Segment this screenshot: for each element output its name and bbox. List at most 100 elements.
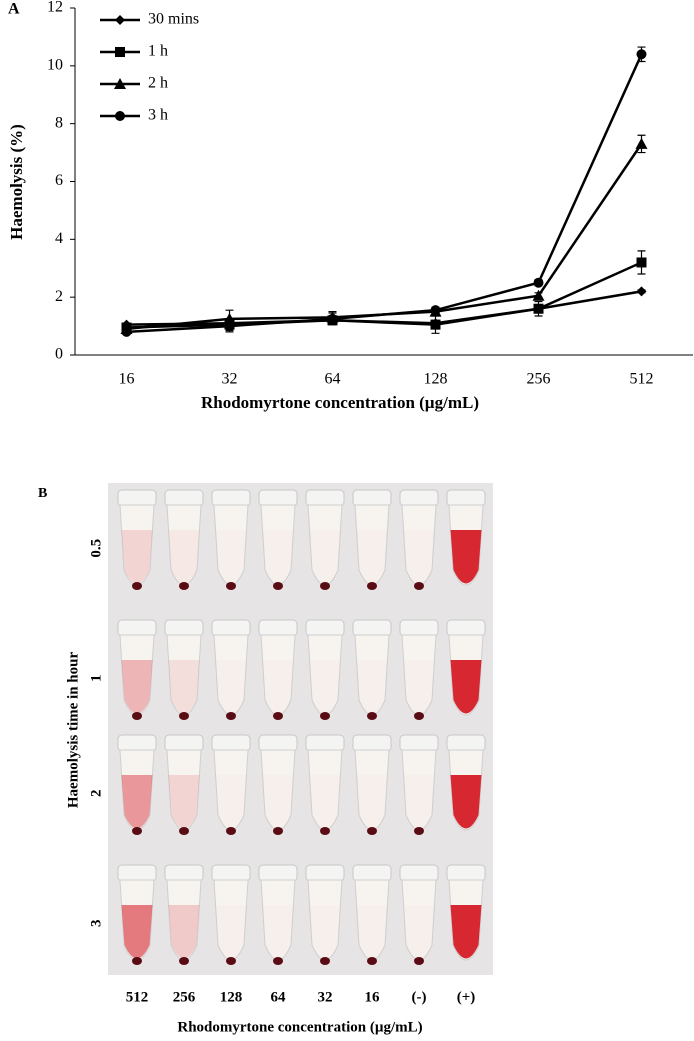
tube-cap: [258, 864, 298, 882]
pellet: [367, 582, 377, 590]
marker: [532, 289, 545, 301]
tube-cap: [446, 619, 486, 637]
pellet: [132, 712, 142, 720]
tube-cap: [446, 864, 486, 882]
marker: [327, 313, 338, 324]
tube-liquid: [450, 660, 482, 714]
column-label: 16: [365, 989, 381, 1005]
column-label: 256: [173, 989, 196, 1005]
pellet: [367, 957, 377, 965]
x-tick-label: 32: [222, 371, 238, 388]
photo-y-label: Haemolysis time in hour: [65, 652, 81, 809]
legend-label: 30 mins: [148, 11, 199, 28]
pellet: [367, 827, 377, 835]
y-axis-label: Haemolysis (%): [7, 124, 26, 240]
y-tick-label: 8: [55, 114, 63, 131]
tube-cap: [211, 864, 251, 882]
pellet: [226, 827, 236, 835]
series-line: [126, 143, 643, 331]
tube-liquid: [121, 530, 153, 584]
tube-cap: [258, 734, 298, 752]
tube-cap: [399, 864, 439, 882]
column-label: 128: [220, 989, 243, 1005]
tube-liquid: [168, 530, 200, 584]
pellet: [414, 957, 424, 965]
column-label: 32: [318, 989, 333, 1005]
pellet: [273, 827, 283, 835]
tube-liquid: [121, 660, 153, 714]
tube-cap: [258, 489, 298, 507]
pellet: [414, 712, 424, 720]
tube-cap: [164, 734, 204, 752]
pellet: [367, 712, 377, 720]
row-label: 0.5: [88, 539, 104, 558]
marker: [223, 312, 236, 324]
pellet: [132, 827, 142, 835]
x-tick-label: 16: [119, 371, 135, 388]
pellet: [179, 957, 189, 965]
tube-liquid: [450, 905, 482, 959]
pellet: [273, 957, 283, 965]
tube-cap: [305, 619, 345, 637]
y-tick-label: 6: [55, 172, 63, 189]
pellet: [226, 957, 236, 965]
marker: [430, 319, 441, 330]
tube-cap: [117, 619, 157, 637]
tube-liquid: [450, 530, 482, 584]
tube-cap: [352, 619, 392, 637]
column-label: 512: [126, 989, 149, 1005]
tube-liquid: [168, 660, 200, 714]
x-tick-label: 256: [527, 371, 551, 388]
tube-cap: [305, 864, 345, 882]
row-label: 1: [88, 675, 104, 683]
tube-cap: [399, 734, 439, 752]
series-line: [126, 53, 643, 334]
tube-liquid: [168, 775, 200, 829]
marker: [224, 321, 235, 332]
tube-cap: [211, 734, 251, 752]
tube-cap: [211, 489, 251, 507]
marker: [115, 111, 125, 121]
photo: [108, 483, 493, 975]
tube-cap: [211, 619, 251, 637]
marker: [636, 257, 647, 268]
y-tick-label: 2: [55, 288, 63, 305]
column-label: (-): [412, 989, 427, 1005]
tube-cap: [446, 489, 486, 507]
pellet: [320, 712, 330, 720]
x-tick-label: 512: [630, 371, 654, 388]
marker: [121, 326, 132, 337]
marker: [114, 78, 126, 89]
marker: [636, 49, 647, 60]
tube-cap: [305, 489, 345, 507]
tubes: [117, 489, 486, 965]
legend-label: 3 h: [148, 107, 168, 124]
row-label: 2: [88, 790, 104, 798]
tube-cap: [117, 489, 157, 507]
series-line: [126, 261, 643, 329]
row-label: 3: [88, 920, 104, 928]
tube-cap: [117, 864, 157, 882]
marker: [115, 15, 125, 25]
panel-label: A: [8, 1, 20, 18]
x-axis-label: Rhodomyrtone concentration (µg/mL): [201, 393, 479, 412]
y-tick-label: 12: [47, 0, 63, 16]
legend-label: 1 h: [148, 43, 168, 60]
marker: [635, 137, 648, 149]
marker: [533, 277, 544, 288]
tube-cap: [117, 734, 157, 752]
pellet: [179, 827, 189, 835]
marker: [430, 305, 441, 316]
pellet: [320, 582, 330, 590]
tube-cap: [258, 619, 298, 637]
tube-liquid: [121, 775, 153, 829]
pellet: [226, 712, 236, 720]
tube-cap: [164, 489, 204, 507]
pellet: [414, 827, 424, 835]
tube-cap: [164, 864, 204, 882]
tube-cap: [352, 734, 392, 752]
pellet: [226, 582, 236, 590]
pellet: [132, 957, 142, 965]
pellet: [414, 582, 424, 590]
tube-cap: [399, 619, 439, 637]
